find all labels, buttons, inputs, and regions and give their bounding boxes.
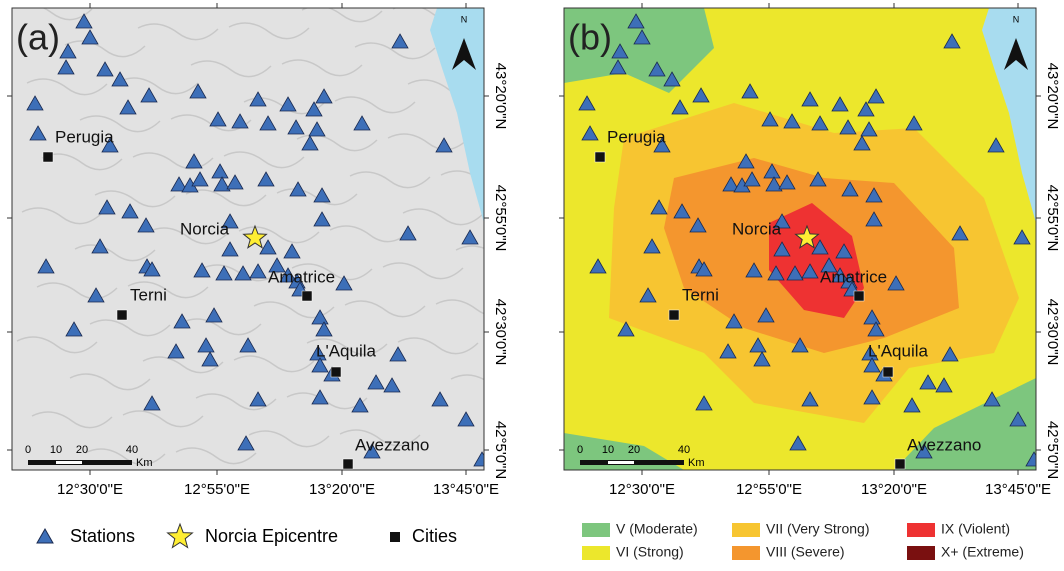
city xyxy=(302,291,312,301)
city-label: Norcia xyxy=(732,219,782,238)
scale-unit: Km xyxy=(688,457,705,469)
city-label: Perugia xyxy=(607,127,666,146)
lon-label: 13°20'0"E xyxy=(309,481,375,498)
scale-label: 0 xyxy=(577,444,583,456)
city xyxy=(669,310,679,320)
legend-station xyxy=(37,529,53,543)
north-label: N xyxy=(1013,14,1020,24)
city-label: Avezzano xyxy=(355,435,429,454)
city-label: Terni xyxy=(682,285,719,304)
city xyxy=(854,291,864,301)
map-panel: Perugia Norcia Amatrice Terni L'Aquila Avezza… xyxy=(7,3,541,498)
lon-label: 13°45'0"E xyxy=(433,481,499,498)
city-label: Norcia xyxy=(180,219,230,238)
scale-label: 20 xyxy=(628,444,640,456)
city-label: L'Aquila xyxy=(316,341,377,360)
intensity-label: VIII (Severe) xyxy=(766,544,845,560)
city-label: Perugia xyxy=(55,127,114,146)
north-label: N xyxy=(461,14,468,24)
intensity-swatch xyxy=(732,546,760,560)
intensity-swatch xyxy=(732,523,760,537)
map-area xyxy=(12,4,541,470)
intensity-swatch xyxy=(907,546,935,560)
lat-label: 42°55'0"N xyxy=(1044,185,1061,252)
intensity-label: IX (Violent) xyxy=(941,521,1010,537)
scale-label: 40 xyxy=(126,444,138,456)
city xyxy=(117,310,127,320)
legend-city xyxy=(390,532,400,542)
scale-label: 10 xyxy=(602,444,614,456)
city-label: Terni xyxy=(130,285,167,304)
city xyxy=(895,459,905,469)
scale-label: 20 xyxy=(76,444,88,456)
city xyxy=(883,367,893,377)
city xyxy=(343,459,353,469)
city-label: L'Aquila xyxy=(868,341,929,360)
lat-label: 43°20'0"N xyxy=(1044,63,1061,130)
intensity-swatch xyxy=(582,523,610,537)
legend-label: Cities xyxy=(412,526,457,546)
lon-label: 12°55'0"E xyxy=(736,481,802,498)
lat-label: 42°30'0"N xyxy=(492,299,509,366)
lat-label: 43°20'0"N xyxy=(492,63,509,130)
intensity-swatch xyxy=(907,523,935,537)
figure: Perugia Norcia Amatrice Terni L'Aquila Avezza… xyxy=(0,0,1064,566)
scale-bar xyxy=(56,461,82,464)
city xyxy=(43,152,53,162)
lon-label: 12°30'0"E xyxy=(57,481,123,498)
map-panel: Perugia Norcia Amatrice Terni L'Aquila Avezza… xyxy=(559,3,1061,498)
legend-epicentre xyxy=(168,524,193,548)
lon-label: 12°30'0"E xyxy=(609,481,675,498)
lat-label: 42°5'0"N xyxy=(1044,421,1061,479)
lon-label: 12°55'0"E xyxy=(184,481,250,498)
panel-label: (a) xyxy=(16,17,60,58)
lat-label: 42°5'0"N xyxy=(492,421,509,479)
city-label: Amatrice xyxy=(268,267,335,286)
intensity-label: X+ (Extreme) xyxy=(941,544,1024,560)
intensity-swatch xyxy=(582,546,610,560)
scale-label: 0 xyxy=(25,444,31,456)
intensity-label: V (Moderate) xyxy=(616,521,698,537)
city xyxy=(331,367,341,377)
panel-label: (b) xyxy=(568,17,612,58)
lat-label: 42°30'0"N xyxy=(1044,299,1061,366)
city-label: Avezzano xyxy=(907,435,981,454)
lon-label: 13°45'0"E xyxy=(985,481,1051,498)
lat-label: 42°55'0"N xyxy=(492,185,509,252)
lon-label: 13°20'0"E xyxy=(861,481,927,498)
city-label: Amatrice xyxy=(820,267,887,286)
scale-bar xyxy=(608,461,634,464)
scale-label: 10 xyxy=(50,444,62,456)
intensity-label: VI (Strong) xyxy=(616,544,684,560)
intensity-label: VII (Very Strong) xyxy=(766,521,869,537)
city xyxy=(595,152,605,162)
scale-unit: Km xyxy=(136,457,153,469)
legend-label: Norcia Epicentre xyxy=(205,526,338,546)
legend-label: Stations xyxy=(70,526,135,546)
scale-label: 40 xyxy=(678,444,690,456)
